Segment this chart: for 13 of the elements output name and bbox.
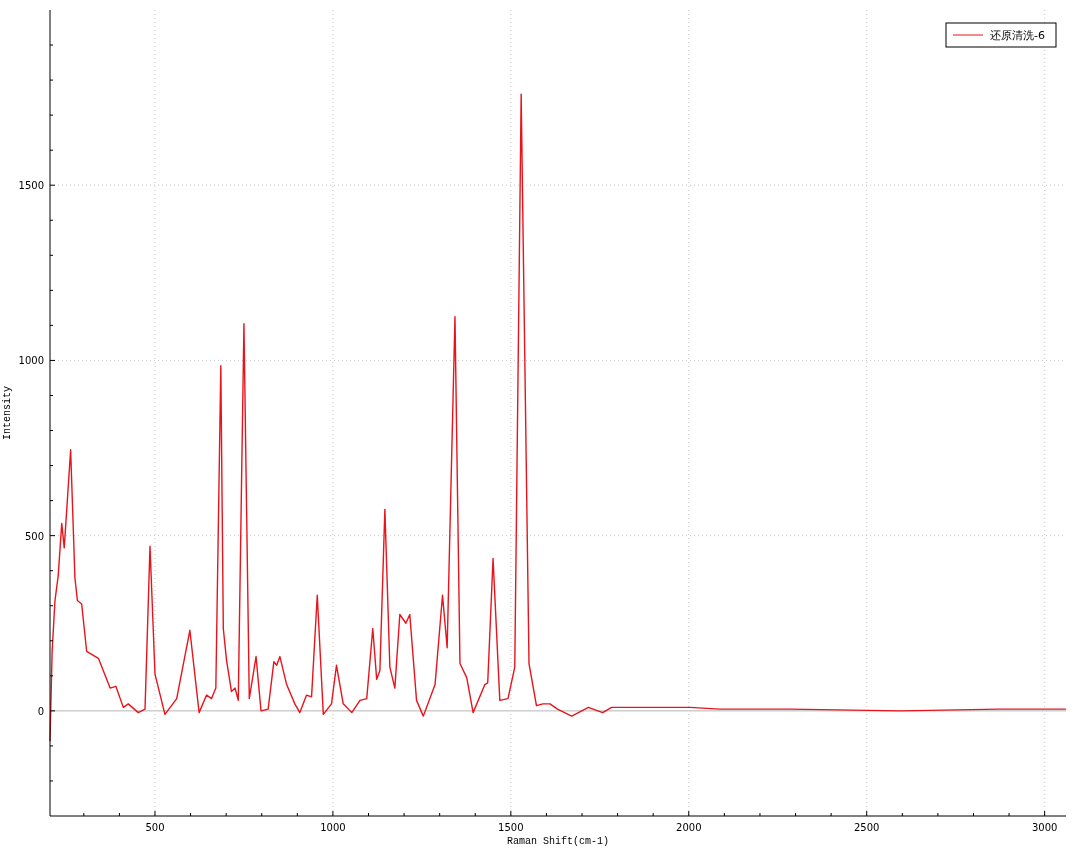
x-tick-label: 2500 [853, 822, 880, 833]
x-tick-label: 500 [145, 822, 165, 833]
x-tick-label: 1000 [320, 822, 346, 833]
y-tick-label: 500 [24, 530, 44, 542]
x-tick-label: 1500 [498, 822, 524, 833]
y-tick-label: 0 [37, 705, 44, 717]
y-tick-label: 1500 [18, 180, 44, 192]
y-axis-title: Intensity [2, 385, 13, 441]
y-tick-label: 1000 [18, 355, 44, 367]
x-axis-title: Raman Shift(cm-1) [506, 836, 610, 847]
x-tick-label: 3000 [1031, 822, 1058, 833]
x-tick-label: 2000 [676, 822, 702, 833]
legend-label: 还原清洗-6 [990, 29, 1045, 42]
